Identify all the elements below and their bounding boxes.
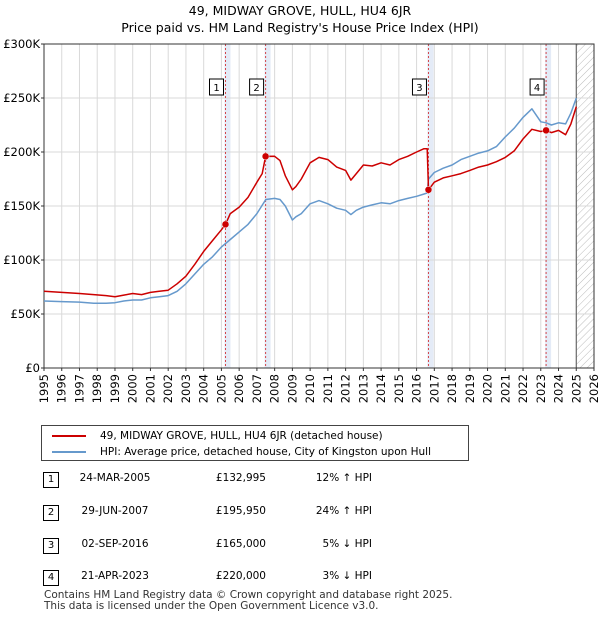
sale-hpi-comparison: 12% ↑ HPI xyxy=(315,472,372,484)
legend-swatch-hpi xyxy=(52,451,86,453)
sale-date: 24-MAR-2005 xyxy=(79,472,151,484)
sale-number-badge: 3 xyxy=(43,538,59,554)
sale-date: 02-SEP-2016 xyxy=(81,538,149,550)
y-tick-label: £200K xyxy=(3,145,40,159)
y-tick-label: £0 xyxy=(25,361,40,375)
x-tick-label: 2014 xyxy=(374,374,388,403)
legend-label-hpi: HPI: Average price, detached house, City… xyxy=(100,446,431,458)
chart-title: 49, MIDWAY GROVE, HULL, HU4 6JR xyxy=(188,3,412,18)
x-tick-label: 2021 xyxy=(498,374,512,403)
legend-swatch-property xyxy=(52,435,86,437)
sale-label-number: 1 xyxy=(213,83,219,94)
sale-label-box xyxy=(411,78,427,96)
sale-number-badge: 1 xyxy=(43,472,59,488)
x-tick-label: 2019 xyxy=(463,374,477,403)
sale-price: £220,000 xyxy=(215,570,266,582)
x-tick-label: 2000 xyxy=(126,374,140,403)
x-tick-label: 2017 xyxy=(427,374,441,403)
sale-row: 1 24-MAR-2005 £132,995 12% ↑ HPI xyxy=(0,470,600,492)
x-tick-label: 2012 xyxy=(339,374,353,403)
x-tick-label: 1998 xyxy=(90,374,104,403)
y-tick-label: £250K xyxy=(3,91,40,105)
x-tick-label: 2011 xyxy=(321,374,335,403)
x-tick-label: 2007 xyxy=(250,374,264,403)
sale-label-number: 2 xyxy=(253,83,259,94)
x-tick-label: 2022 xyxy=(516,374,530,403)
sale-label-box xyxy=(249,78,265,96)
sale-price: £132,995 xyxy=(215,472,266,484)
legend-label-property: 49, MIDWAY GROVE, HULL, HU4 6JR (detache… xyxy=(100,430,383,442)
x-tick-label: 1995 xyxy=(37,374,51,403)
x-tick-label: 2009 xyxy=(285,374,299,403)
sale-point xyxy=(542,126,550,135)
sale-row: 2 29-JUN-2007 £195,950 24% ↑ HPI xyxy=(0,503,600,525)
x-tick-label: 2025 xyxy=(569,374,583,403)
sale-point xyxy=(221,220,230,229)
x-tick-label: 2001 xyxy=(143,374,157,403)
x-tick-label: 2026 xyxy=(587,374,600,403)
sale-hpi-comparison: 3% ↓ HPI xyxy=(322,570,372,582)
sale-label-box xyxy=(209,78,224,96)
x-tick-label: 2008 xyxy=(268,374,282,403)
sale-point xyxy=(261,152,270,161)
sale-price: £195,950 xyxy=(215,505,266,517)
x-tick-label: 1997 xyxy=(72,374,86,403)
sale-label-number: 4 xyxy=(534,83,540,94)
y-tick-label: £50K xyxy=(11,307,41,321)
sale-point xyxy=(424,186,433,194)
sale-hpi-comparison: 24% ↑ HPI xyxy=(315,505,372,517)
x-tick-label: 2002 xyxy=(161,374,175,403)
x-tick-label: 2010 xyxy=(303,374,317,403)
footer-attribution: Contains HM Land Registry data © Crown c… xyxy=(44,590,452,612)
x-tick-label: 2016 xyxy=(410,374,424,403)
sale-row: 4 21-APR-2023 £220,000 3% ↓ HPI xyxy=(0,568,600,590)
sale-number-badge: 2 xyxy=(43,505,59,521)
y-tick-label: £150K xyxy=(3,199,40,213)
x-tick-label: 1996 xyxy=(55,374,69,403)
x-tick-label: 1999 xyxy=(108,374,122,403)
chart-subtitle: Price paid vs. HM Land Registry's House … xyxy=(121,20,479,35)
x-tick-label: 2015 xyxy=(392,374,406,403)
sale-label-box xyxy=(529,78,545,96)
chart-legend: 49, MIDWAY GROVE, HULL, HU4 6JR (detache… xyxy=(41,425,469,461)
sale-date: 29-JUN-2007 xyxy=(81,505,149,517)
series-line-property xyxy=(43,106,578,298)
series-line-hpi xyxy=(43,97,578,304)
x-tick-label: 2020 xyxy=(481,374,495,403)
x-tick-label: 2023 xyxy=(534,374,548,403)
footer-line-1: Contains HM Land Registry data © Crown c… xyxy=(44,589,453,601)
sale-price: £165,000 xyxy=(215,538,266,550)
y-tick-label: £100K xyxy=(3,253,40,267)
sale-date: 21-APR-2023 xyxy=(81,570,149,582)
footer-line-2: This data is licensed under the Open Gov… xyxy=(44,600,379,612)
y-tick-label: £300K xyxy=(3,37,40,51)
x-tick-label: 2003 xyxy=(179,374,193,403)
sale-label-number: 3 xyxy=(416,83,422,94)
x-tick-label: 2004 xyxy=(197,374,211,403)
x-tick-label: 2006 xyxy=(232,374,246,403)
sale-row: 3 02-SEP-2016 £165,000 5% ↓ HPI xyxy=(0,536,600,558)
x-tick-label: 2024 xyxy=(552,374,566,403)
sale-hpi-comparison: 5% ↓ HPI xyxy=(322,538,372,550)
x-tick-label: 2005 xyxy=(214,374,228,403)
x-tick-label: 2013 xyxy=(356,374,370,403)
sale-number-badge: 4 xyxy=(43,570,59,586)
x-tick-label: 2018 xyxy=(445,374,459,403)
